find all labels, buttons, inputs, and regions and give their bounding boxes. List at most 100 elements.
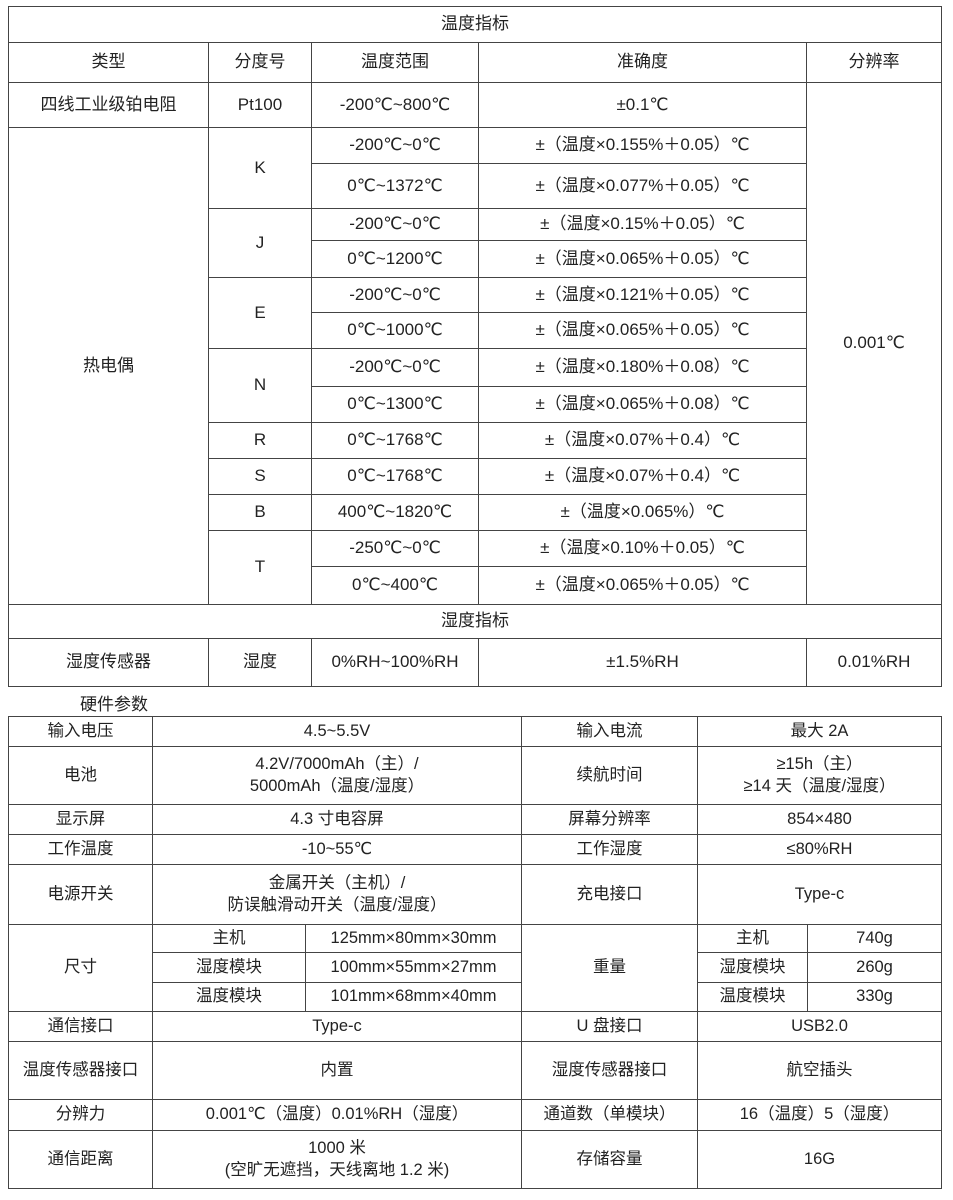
cell-accuracy: ±（温度×0.065%＋0.08）℃ — [478, 386, 807, 423]
cell-accuracy: ±（温度×0.180%＋0.08）℃ — [478, 348, 807, 387]
table-row: T -250℃~0℃ ±（温度×0.10%＋0.05）℃ — [9, 530, 942, 605]
value: ≥15h（主） ≥14 天（温度/湿度） — [697, 746, 943, 805]
label: 通信接口 — [8, 1011, 153, 1042]
value: 854×480 — [697, 804, 943, 835]
table-row: 工作温度 -10~55℃ 工作湿度 ≤80%RH — [8, 834, 943, 865]
cell-range: -250℃~0℃ — [311, 530, 479, 567]
label: 通道数（单模块） — [521, 1099, 699, 1131]
table-row: 湿度模块 100mm×55mm×27mm 湿度模块 260g — [9, 952, 943, 983]
value: 4.2V/7000mAh（主）/ 5000mAh（温度/湿度） — [151, 746, 523, 805]
cell-range: -200℃~0℃ — [311, 277, 479, 313]
line: ≥15h（主） — [776, 755, 863, 774]
cell-accuracy: ±（温度×0.15%＋0.05）℃ — [478, 208, 807, 241]
table-row: 输入电压 4.5~5.5V 输入电流 最大 2A — [8, 716, 943, 747]
line: ≥14 天（温度/湿度） — [743, 776, 896, 795]
table-row: 尺寸 主机 125mm×80mm×30mm 重量 主机 740g — [8, 924, 943, 1012]
line: (空旷无遮挡，天线离地 1.2 米) — [224, 1160, 450, 1179]
cell-grade: K — [208, 127, 312, 209]
cell-type: 湿度传感器 — [8, 638, 209, 687]
table-row: 显示屏 4.3 寸电容屏 屏幕分辨率 854×480 — [8, 804, 943, 835]
cell-range: 0℃~1768℃ — [311, 458, 479, 495]
value: -10~55℃ — [151, 834, 523, 865]
cell-accuracy: ±（温度×0.10%＋0.05）℃ — [478, 530, 807, 567]
cell-accuracy: ±（温度×0.155%＋0.05）℃ — [478, 127, 807, 164]
label: 电池 — [8, 746, 153, 805]
cell-accuracy: ±（温度×0.077%＋0.05）℃ — [478, 163, 807, 209]
cell-grade: S — [208, 458, 312, 495]
cell-range: 0℃~1300℃ — [311, 386, 479, 423]
cell-range: 0℃~1372℃ — [311, 163, 479, 209]
cell-accuracy: ±1.5%RH — [478, 638, 807, 687]
label: 工作温度 — [8, 834, 153, 865]
table-row: N -200℃~0℃ ±（温度×0.180%＋0.08）℃ — [9, 348, 942, 423]
sub-label: 主机 — [152, 924, 306, 953]
cell-accuracy: ±（温度×0.121%＋0.05）℃ — [478, 277, 807, 313]
value: Type-c — [151, 1011, 523, 1042]
header-range: 温度范围 — [311, 42, 479, 83]
cell-grade: Pt100 — [208, 82, 312, 128]
cell-accuracy: ±0.1℃ — [478, 82, 807, 128]
value: USB2.0 — [697, 1011, 943, 1042]
table-row: 通信接口 Type-c U 盘接口 USB2.0 — [8, 1011, 943, 1042]
hardware-spec-table: 输入电压 4.5~5.5V 输入电流 最大 2A 电池 4.2V/7000mAh… — [8, 716, 943, 1189]
cell-accuracy: ±（温度×0.065%）℃ — [478, 494, 807, 531]
label: 续航时间 — [521, 746, 699, 805]
sub-label: 温度模块 — [697, 982, 809, 1012]
value: ≤80%RH — [697, 834, 943, 865]
cell-accuracy: ±（温度×0.065%＋0.05）℃ — [478, 312, 807, 349]
value: 0.001℃（温度）0.01%RH（湿度） — [151, 1099, 523, 1131]
value: 4.3 寸电容屏 — [151, 804, 523, 835]
cell-range: 0%RH~100%RH — [311, 638, 479, 687]
cell-type: 四线工业级铂电阻 — [8, 82, 209, 128]
value: 260g — [807, 952, 943, 983]
cell-range: 0℃~1768℃ — [311, 422, 479, 459]
cell-range: 400℃~1820℃ — [311, 494, 479, 531]
value: Type-c — [697, 864, 943, 925]
cell-grade: J — [208, 208, 312, 278]
cell-grade: R — [208, 422, 312, 459]
cell-range: -200℃~800℃ — [311, 82, 479, 128]
value: 内置 — [151, 1041, 523, 1100]
header-type: 类型 — [8, 42, 209, 83]
table-title: 温度指标 — [7, 6, 943, 43]
temperature-spec-table: 温度指标 类型 分度号 温度范围 准确度 分辨率 四线工业级铂电阻 Pt100 … — [7, 6, 943, 687]
label: 分辨力 — [8, 1099, 153, 1131]
value: 740g — [807, 924, 943, 953]
line: 1000 米 — [308, 1139, 366, 1158]
table-row: 温度模块 101mm×68mm×40mm 温度模块 330g — [9, 982, 943, 1012]
cell-range: -200℃~0℃ — [311, 208, 479, 241]
table-row: 通信距离 1000 米 (空旷无遮挡，天线离地 1.2 米) 存储容量 16G — [8, 1130, 943, 1189]
cell-range: -200℃~0℃ — [311, 348, 479, 387]
value: 125mm×80mm×30mm — [304, 924, 523, 953]
cell-resolution: 0.001℃ — [805, 82, 943, 605]
label: 尺寸 — [8, 924, 153, 1012]
hardware-caption: 硬件参数 — [80, 695, 148, 714]
table-row: 电池 4.2V/7000mAh（主）/ 5000mAh（温度/湿度） 续航时间 ≥… — [8, 746, 943, 805]
value: 1000 米 (空旷无遮挡，天线离地 1.2 米) — [151, 1130, 523, 1189]
value: 16（温度）5（湿度） — [697, 1099, 943, 1131]
humidity-section-title: 湿度指标 — [7, 604, 943, 639]
cell-grade: T — [208, 530, 312, 605]
table-row: 温度传感器接口 内置 湿度传感器接口 航空插头 — [8, 1041, 943, 1100]
table-row: 0℃~1372℃ ±（温度×0.077%＋0.05）℃ — [9, 163, 942, 209]
sub-label: 主机 — [697, 924, 809, 953]
cell-accuracy: ±（温度×0.065%＋0.05）℃ — [478, 240, 807, 278]
label: 温度传感器接口 — [8, 1041, 153, 1100]
value: 金属开关（主机）/ 防误触滑动开关（温度/湿度） — [151, 864, 523, 925]
sub-label: 温度模块 — [152, 982, 306, 1012]
table-row: 0℃~1200℃ ±（温度×0.065%＋0.05）℃ — [9, 240, 942, 278]
header-resolution: 分辨率 — [805, 42, 943, 83]
table-row: 四线工业级铂电阻 Pt100 -200℃~800℃ ±0.1℃ 0.001℃ — [8, 82, 943, 605]
table-row: E -200℃~0℃ ±（温度×0.121%＋0.05）℃ — [9, 277, 942, 349]
label: 工作湿度 — [521, 834, 699, 865]
label: 充电接口 — [521, 864, 699, 925]
table-row: 热电偶 K -200℃~0℃ ±（温度×0.155%＋0.05）℃ — [8, 127, 942, 605]
value: 101mm×68mm×40mm — [304, 982, 523, 1012]
label: 通信距离 — [8, 1130, 153, 1189]
label: 显示屏 — [8, 804, 153, 835]
label: 存储容量 — [521, 1130, 699, 1189]
label: 湿度传感器接口 — [521, 1041, 699, 1100]
sub-label: 湿度模块 — [152, 952, 306, 983]
label: 输入电流 — [521, 716, 699, 747]
cell-range: 0℃~1000℃ — [311, 312, 479, 349]
